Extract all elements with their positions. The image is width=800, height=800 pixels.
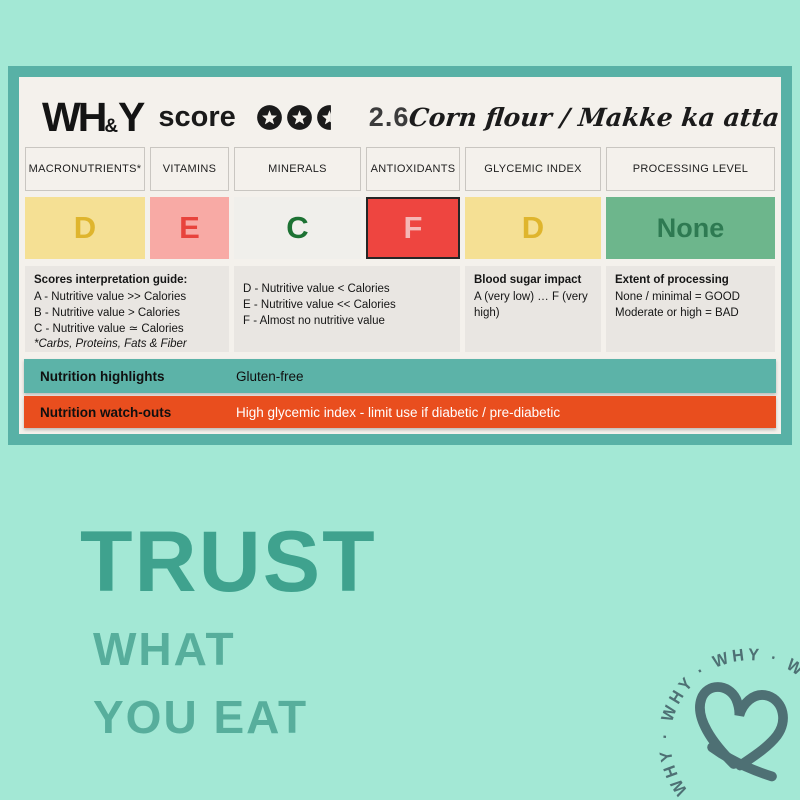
grade-minerals: C xyxy=(234,197,361,259)
guide-line: A (very low) … F (very high) xyxy=(474,290,588,319)
score-value: 2.6 xyxy=(368,102,410,132)
grade-vitamins: E xyxy=(150,197,229,259)
star-rating xyxy=(256,104,343,131)
guide-line: A - Nutritive value >> Calories xyxy=(34,290,187,303)
guide-title: Blood sugar impact xyxy=(474,274,582,286)
partial-star-in-circle-icon xyxy=(316,104,343,131)
why-score-card: WH&Y score 2.6 Corn flour / Makke ka att… xyxy=(8,66,792,445)
grade-macronutrients: D xyxy=(25,197,145,259)
heart-icon xyxy=(695,682,788,782)
guide-processing-extent: Extent of processing None / minimal = GO… xyxy=(606,266,775,352)
guide-line: None / minimal = GOOD xyxy=(615,290,740,303)
nutrition-watchouts-band: Nutrition watch-outs High glycemic index… xyxy=(24,396,776,428)
col-header-minerals: MINERALS xyxy=(234,147,361,191)
guide-blood-sugar: Blood sugar impact A (very low) … F (ver… xyxy=(465,266,601,352)
star-in-circle-icon xyxy=(256,104,283,131)
guide-scores-abc: Scores interpretation guide: A - Nutriti… xyxy=(25,266,229,352)
guide-line: F - Almost no nutritive value xyxy=(243,314,385,327)
col-header-vitamins: VITAMINS xyxy=(150,147,229,191)
guide-title: Scores interpretation guide: xyxy=(34,274,188,286)
grade-row: D E C F D None xyxy=(24,197,776,259)
card-header: WH&Y score 2.6 Corn flour / Makke ka att… xyxy=(24,82,781,147)
guide-line: B - Nutritive value > Calories xyxy=(34,306,181,319)
score-label: score xyxy=(158,101,236,133)
guide-line: D - Nutritive value < Calories xyxy=(243,283,390,295)
nutrition-highlights-band: Nutrition highlights Gluten-free xyxy=(24,359,776,393)
guide-footnote: *Carbs, Proteins, Fats & Fiber xyxy=(34,338,187,351)
watchouts-value: High glycemic index - limit use if diabe… xyxy=(236,404,561,420)
highlights-value: Gluten-free xyxy=(236,368,304,384)
col-header-macronutrients: MACRONUTRIENTS* xyxy=(25,147,145,191)
slogan-you-eat: YOU EAT xyxy=(93,691,309,743)
guide-title: Extent of processing xyxy=(615,274,729,286)
grade-antioxidants: F xyxy=(366,197,460,259)
why-brand-logo: WH&Y xyxy=(42,94,145,140)
guide-scores-def: D - Nutritive value < Calories E - Nutri… xyxy=(234,266,460,352)
interpretation-guide-row: Scores interpretation guide: A - Nutriti… xyxy=(24,266,776,352)
star-in-circle-icon xyxy=(286,104,313,131)
col-header-processing-level: PROCESSING LEVEL xyxy=(606,147,775,191)
guide-line: C - Nutritive value ≃ Calories xyxy=(34,322,184,335)
watchouts-label: Nutrition watch-outs xyxy=(40,404,172,420)
slogan-what: WHAT xyxy=(93,623,236,675)
why-heart-stamp-logo: WHY · WHY · WHY · WHY · WHY · WHY · WHY … xyxy=(643,616,800,800)
category-header-row: MACRONUTRIENTS* VITAMINS MINERALS ANTIOX… xyxy=(24,147,776,191)
highlights-label: Nutrition highlights xyxy=(40,368,165,384)
col-header-glycemic-index: GLYCEMIC INDEX xyxy=(465,147,601,191)
col-header-antioxidants: ANTIOXIDANTS xyxy=(366,147,460,191)
grade-glycemic-index: D xyxy=(465,197,601,259)
guide-line: Moderate or high = BAD xyxy=(615,306,739,319)
product-title: Corn flour / Makke ka atta xyxy=(407,103,782,132)
guide-line: E - Nutritive value << Calories xyxy=(243,298,396,311)
grade-processing-level: None xyxy=(606,197,775,259)
slogan-trust: TRUST xyxy=(80,514,377,610)
